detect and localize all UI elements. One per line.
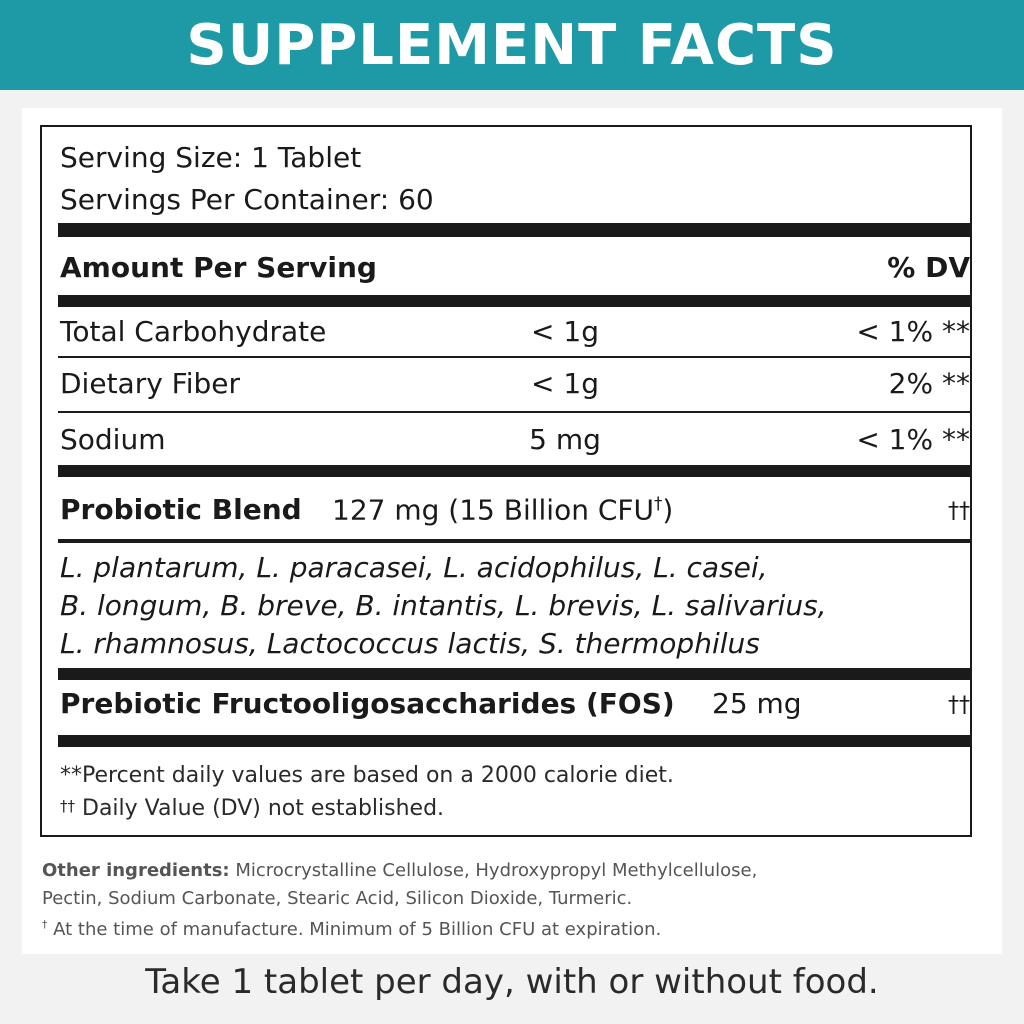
amount-header-row: Amount Per Serving % DV bbox=[60, 251, 970, 295]
dagger-mark: † bbox=[42, 918, 48, 931]
directions: Take 1 tablet per day, with or without f… bbox=[145, 962, 879, 1002]
nutrient-row: Total Carbohydrate < 1g < 1% ** bbox=[60, 315, 970, 359]
nutrient-dv: < 1% ** bbox=[856, 423, 970, 456]
nutrient-amount: < 1g bbox=[531, 315, 599, 348]
footnote-not-established-text: Daily Value (DV) not established. bbox=[82, 796, 445, 821]
double-dagger-mark: †† bbox=[60, 797, 75, 815]
prebiotic-dv: †† bbox=[948, 693, 970, 718]
footnote-dv: **Percent daily values are based on a 20… bbox=[60, 763, 674, 788]
probiotic-row: Probiotic Blend 127 mg (15 Billion CFU†)… bbox=[60, 493, 970, 537]
header-banner: SUPPLEMENT FACTS bbox=[0, 0, 1024, 90]
other-ingredients-label: Other ingredients: bbox=[42, 860, 230, 881]
other-ingredients-text: Microcrystalline Cellulose, Hydroxypropy… bbox=[235, 860, 758, 881]
nutrient-row: Sodium 5 mg < 1% ** bbox=[60, 423, 970, 467]
nutrient-name: Dietary Fiber bbox=[60, 367, 241, 400]
divider-thick bbox=[58, 465, 972, 477]
page-title: SUPPLEMENT FACTS bbox=[186, 12, 838, 78]
divider-thin bbox=[58, 356, 972, 358]
divider-thick bbox=[58, 295, 972, 307]
divider-thick bbox=[58, 735, 972, 747]
facts-panel: Serving Size: 1 Tablet Servings Per Cont… bbox=[40, 125, 972, 837]
cfu-note: † At the time of manufacture. Minimum of… bbox=[42, 918, 661, 940]
divider-thin bbox=[58, 411, 972, 413]
nutrient-amount: < 1g bbox=[531, 367, 599, 400]
other-ingredients-line: Pectin, Sodium Carbonate, Stearic Acid, … bbox=[42, 888, 633, 909]
divider-medium bbox=[58, 539, 972, 543]
servings-per-container: Servings Per Container: 60 bbox=[60, 183, 434, 216]
nutrient-dv: < 1% ** bbox=[856, 315, 970, 348]
strains-line: L. rhamnosus, Lactococcus lactis, S. the… bbox=[60, 627, 760, 660]
probiotic-dv: †† bbox=[948, 499, 970, 524]
nutrient-row: Dietary Fiber < 1g 2% ** bbox=[60, 367, 970, 411]
divider-thick bbox=[58, 668, 972, 680]
cfu-note-text: At the time of manufacture. Minimum of 5… bbox=[53, 919, 662, 940]
prebiotic-name: Prebiotic Fructooligosaccharides (FOS) bbox=[60, 687, 675, 720]
footnote-not-established: †† Daily Value (DV) not established. bbox=[60, 796, 444, 821]
supplement-card: Serving Size: 1 Tablet Servings Per Cont… bbox=[22, 108, 1002, 954]
nutrient-dv: 2% ** bbox=[888, 367, 970, 400]
nutrient-name: Sodium bbox=[60, 423, 166, 456]
amount-per-serving-label: Amount Per Serving bbox=[60, 251, 377, 284]
probiotic-name: Probiotic Blend bbox=[60, 493, 302, 526]
probiotic-amount-value: 127 mg (15 Billion CFU bbox=[332, 493, 654, 527]
divider-thick bbox=[58, 223, 972, 237]
nutrient-name: Total Carbohydrate bbox=[60, 315, 327, 348]
prebiotic-row: Prebiotic Fructooligosaccharides (FOS) 2… bbox=[60, 687, 970, 731]
serving-size: Serving Size: 1 Tablet bbox=[60, 141, 362, 174]
probiotic-amount: 127 mg (15 Billion CFU†) bbox=[332, 493, 673, 526]
cfu-dagger: † bbox=[654, 493, 663, 513]
dv-label: % DV bbox=[887, 251, 970, 284]
probiotic-amount-close: ) bbox=[662, 493, 674, 527]
other-ingredients-line: Other ingredients: Microcrystalline Cell… bbox=[42, 860, 757, 881]
strains-line: B. longum, B. breve, B. intantis, L. bre… bbox=[60, 589, 827, 622]
prebiotic-amount: 25 mg bbox=[712, 687, 802, 720]
nutrient-amount: 5 mg bbox=[529, 423, 601, 456]
strains-line: L. plantarum, L. paracasei, L. acidophil… bbox=[60, 551, 768, 584]
